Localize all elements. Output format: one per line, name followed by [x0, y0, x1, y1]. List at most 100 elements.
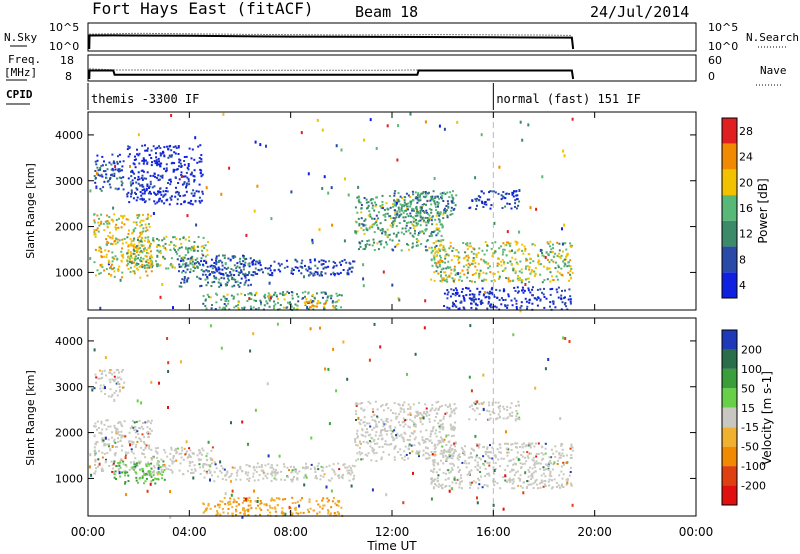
scatter-cell [356, 429, 359, 432]
scatter-cell [428, 456, 431, 459]
scatter-cell [202, 295, 205, 297]
scatter-cell [403, 209, 406, 212]
scatter-cell [165, 267, 168, 270]
scatter-cell [161, 239, 164, 242]
scatter-cell [566, 478, 569, 481]
scatter-cell [362, 263, 365, 267]
scatter-cell [489, 304, 492, 307]
scatter-cell [377, 248, 380, 251]
scatter-cell [279, 264, 281, 267]
scatter-cell [133, 237, 136, 240]
scatter-cell [145, 464, 148, 467]
scatter-cell [440, 274, 442, 278]
scatter-cell [156, 146, 159, 149]
scatter-cell [192, 476, 195, 480]
scatter-cell [475, 308, 478, 310]
scatter-cell [203, 469, 206, 472]
scatter-cell [498, 247, 501, 250]
scatter-cell [118, 239, 121, 242]
scatter-cell [360, 204, 363, 206]
scatter-cell [398, 421, 400, 424]
scatter-cell [502, 288, 505, 291]
colorbar-swatch [722, 143, 737, 170]
scatter-cell [210, 458, 213, 460]
scatter-cell [517, 290, 520, 293]
scatter-cell [497, 413, 500, 416]
scatter-cell [293, 507, 296, 510]
scatter-cell [544, 480, 547, 483]
scatter-cell [531, 476, 534, 479]
scatter-cell [508, 250, 511, 253]
scatter-cell [452, 428, 455, 431]
scatter-cell [204, 259, 207, 262]
scatter-cell [543, 279, 546, 282]
scatter-cell [123, 223, 126, 226]
scatter-cell [157, 466, 160, 470]
scatter-cell [110, 163, 113, 166]
scatter-cell [185, 155, 188, 158]
scatter-cell [561, 274, 564, 277]
scatter-cell [444, 454, 447, 457]
scatter-cell [156, 162, 159, 165]
scatter-cell [147, 241, 149, 243]
scatter-cell [439, 452, 442, 455]
scatter-cell [446, 216, 449, 219]
scatter-cell [190, 157, 193, 160]
scatter-cell [97, 377, 100, 380]
scatter-cell [424, 192, 427, 195]
scatter-cell [498, 451, 501, 454]
scatter-cell [337, 501, 340, 504]
scatter-cell [462, 306, 465, 309]
scatter-cell [323, 175, 326, 179]
scatter-cell [151, 256, 154, 259]
scatter-cell [115, 237, 117, 240]
scatter-cell [253, 259, 255, 262]
scatter-cell [182, 237, 185, 239]
scatter-cell [475, 254, 478, 256]
scatter-cell [471, 404, 473, 407]
scatter-cell [311, 294, 314, 297]
scatter-cell [133, 246, 135, 249]
scatter-cell [392, 222, 395, 225]
scatter-cell [412, 424, 415, 427]
scatter-cell [426, 410, 428, 413]
scatter-cell [114, 445, 117, 448]
scatter-cell [242, 265, 245, 268]
scatter-cell [264, 293, 267, 296]
scatter-cell [94, 181, 97, 184]
scatter-cell [384, 430, 387, 433]
scatter-cell [192, 247, 195, 250]
scatter-cell [267, 454, 270, 458]
scatter-cell [493, 221, 496, 225]
scatter-cell [481, 249, 484, 252]
scatter-cell [486, 291, 489, 294]
scatter-cell [537, 462, 540, 465]
scatter-cell [116, 177, 119, 180]
scatter-cell [238, 285, 241, 288]
scatter-cell [431, 234, 434, 237]
scatter-cell [412, 208, 415, 211]
scatter-cell [537, 297, 540, 300]
scatter-cell [334, 306, 336, 309]
scatter-cell [249, 257, 252, 260]
scatter-cell [407, 229, 410, 232]
scatter-cell [554, 455, 557, 458]
noise-ytick-bottom-left: 10^0 [49, 40, 79, 53]
scatter-cell [155, 263, 158, 266]
scatter-cell [355, 459, 358, 462]
scatter-cell [561, 289, 563, 292]
scatter-cell [568, 264, 571, 267]
scatter-cell [169, 183, 172, 186]
scatter-cell [384, 213, 387, 215]
scatter-cell [528, 466, 531, 469]
scatter-cell [163, 167, 166, 170]
scatter-cell [96, 159, 99, 162]
scatter-cell [130, 195, 132, 198]
scatter-cell [155, 193, 158, 196]
scatter-cell [505, 430, 507, 434]
scatter-cell [443, 438, 446, 441]
scatter-cell [410, 444, 413, 447]
scatter-cell [331, 223, 334, 227]
scatter-cell [414, 423, 417, 426]
scatter-cell [399, 453, 402, 456]
